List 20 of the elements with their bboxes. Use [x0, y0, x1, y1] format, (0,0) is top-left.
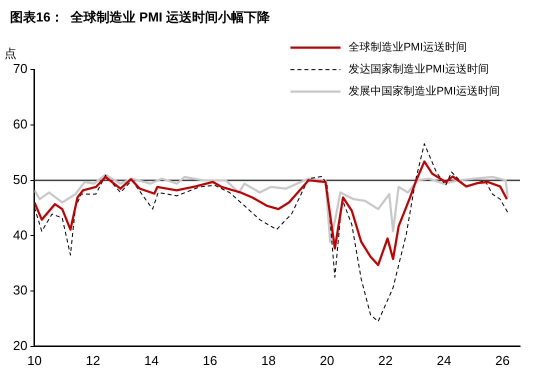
x-tick-label: 24	[436, 352, 452, 368]
x-tick-label: 20	[320, 352, 334, 368]
y-tick-label: 50	[12, 172, 28, 187]
legend-label: 发达国家制造业PMI运送时间	[348, 62, 490, 76]
x-tick-label: 12	[86, 352, 100, 368]
y-tick-label: 70	[12, 61, 28, 76]
x-tick-label: 16	[202, 352, 218, 368]
x-tick-label: 10	[27, 352, 42, 368]
legend-label: 全球制造业PMI运送时间	[348, 40, 468, 54]
y-tick-label: 60	[12, 116, 28, 132]
y-axis-title: 点	[4, 46, 16, 61]
legend-label: 发展中国家制造业PMI运送时间	[348, 84, 500, 98]
x-tick-label: 22	[378, 352, 393, 368]
y-tick-label: 20	[12, 338, 28, 353]
chart-title: 图表16： 全球制造业 PMI 运送时间小幅下降	[10, 9, 272, 24]
y-tick-label: 30	[12, 282, 28, 298]
x-tick-label: 14	[144, 352, 159, 368]
y-tick-label: 40	[12, 227, 28, 242]
x-tick-label: 18	[261, 352, 276, 368]
x-tick-label: 26	[495, 352, 510, 368]
